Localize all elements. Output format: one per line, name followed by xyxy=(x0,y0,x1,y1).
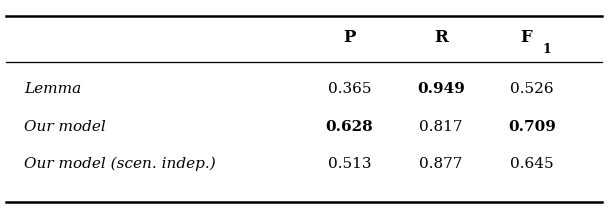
Text: 0.949: 0.949 xyxy=(417,82,465,96)
Text: 1: 1 xyxy=(543,44,551,56)
Text: 0.526: 0.526 xyxy=(510,82,554,96)
Text: 0.817: 0.817 xyxy=(419,119,463,134)
Text: P: P xyxy=(344,29,356,46)
Text: 0.709: 0.709 xyxy=(508,119,556,134)
Text: F: F xyxy=(520,29,532,46)
Text: 0.365: 0.365 xyxy=(328,82,371,96)
Text: Our model (scen. indep.): Our model (scen. indep.) xyxy=(24,157,216,171)
Text: 0.645: 0.645 xyxy=(510,157,554,171)
Text: 0.877: 0.877 xyxy=(419,157,463,171)
Text: R: R xyxy=(434,29,447,46)
Text: 0.513: 0.513 xyxy=(328,157,371,171)
Text: 0.628: 0.628 xyxy=(326,119,373,134)
Text: Lemma: Lemma xyxy=(24,82,81,96)
Text: Our model: Our model xyxy=(24,119,106,134)
